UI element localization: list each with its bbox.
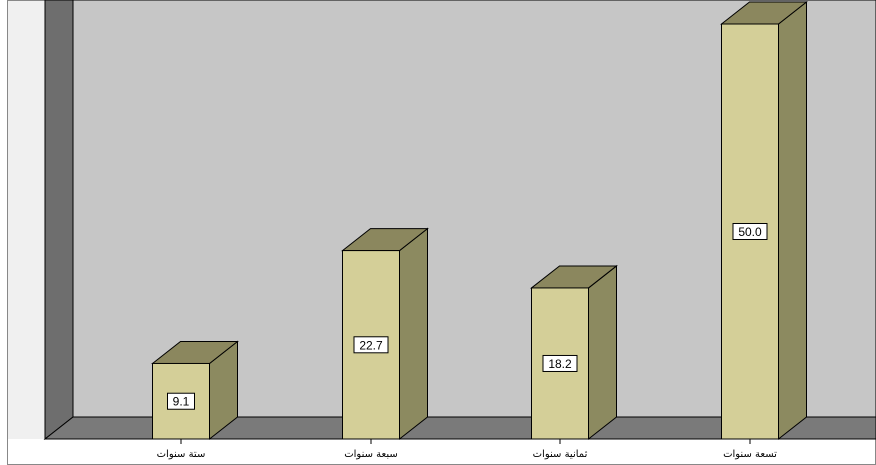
left-panel (8, 1, 45, 439)
bar-side-face (399, 227, 428, 441)
bar-2: 22.7 (341, 227, 429, 441)
bar-1: 9.1 (151, 340, 239, 441)
labels-group: ستة سنوات سبعة سنوات ثمانية سنوات تسعة سنوا… (157, 439, 777, 460)
data-label-box (542, 354, 578, 372)
x-tick-label: سبعة سنوات (344, 449, 398, 460)
data-label: 50.0 (738, 225, 762, 239)
bar-4: 50.0 (720, 0, 808, 441)
x-tick-label: تسعة سنوات (723, 449, 777, 460)
data-label: 9.1 (173, 395, 190, 409)
bar-side-face (588, 264, 617, 441)
x-tick-label: ستة سنوات (157, 449, 206, 460)
bars-group: 9.1 22.7 18.2 50.0 (151, 0, 808, 441)
data-label-box (167, 392, 195, 410)
data-label: 22.7 (359, 338, 383, 352)
data-label: 18.2 (548, 357, 572, 371)
data-label-box (732, 223, 768, 240)
data-label-box (353, 336, 389, 354)
bar-3: 18.2 (530, 264, 618, 441)
bar-side-face (778, 0, 807, 441)
floor (43, 416, 876, 440)
side-wall (44, 0, 74, 441)
x-tick-label: ثمانية سنوات (533, 449, 588, 460)
